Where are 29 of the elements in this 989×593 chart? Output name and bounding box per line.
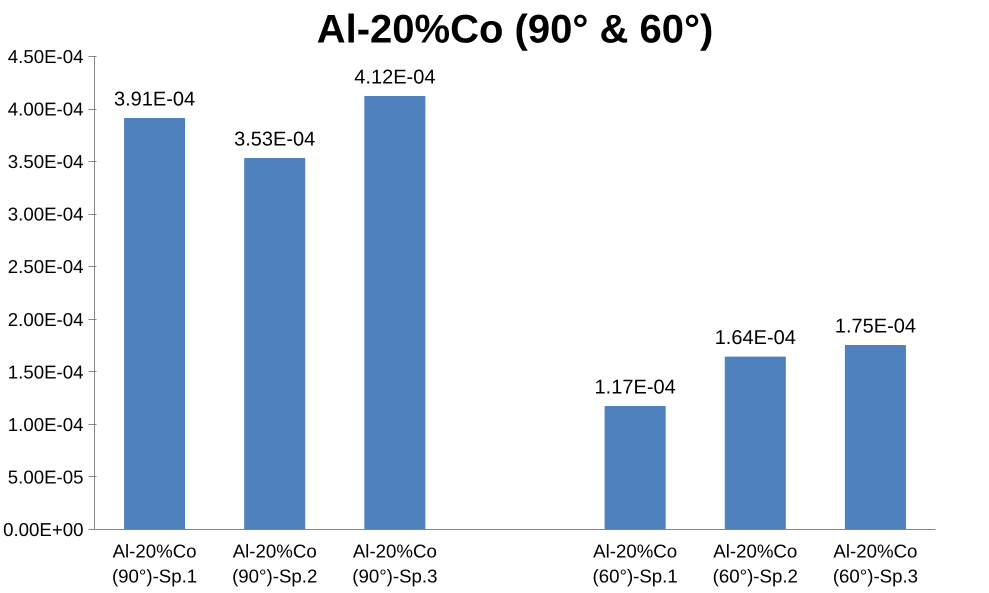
y-tick-label: 3.00E-04: [8, 204, 84, 225]
data-label: 3.53E-04: [234, 128, 316, 150]
y-tick-label: 2.00E-04: [8, 308, 84, 330]
y-tick-label: 4.00E-04: [8, 98, 84, 120]
x-tick-label: Al-20%Co (90°)-Sp.2: [232, 540, 318, 587]
y-tick-label: 4.50E-04: [8, 46, 84, 67]
data-label: 1.64E-04: [714, 327, 796, 350]
data-label: 1.75E-04: [834, 316, 916, 338]
data-label: 3.91E-04: [114, 88, 196, 111]
y-tick-label: 2.50E-04: [8, 256, 84, 278]
bar: [364, 96, 426, 530]
bar: [844, 345, 906, 530]
bar: [724, 356, 786, 530]
bar: [124, 118, 186, 530]
x-tick-label: Al-20%Co (60°)-Sp.3: [832, 540, 918, 587]
x-tick-label: Al-20%Co (60°)-Sp.2: [712, 540, 798, 587]
y-tick-label: 3.50E-04: [8, 151, 84, 172]
chart-title: Al-20%Co (90° & 60°): [316, 8, 714, 52]
y-tick-label: 5.00E-05: [8, 466, 84, 488]
x-tick-label: Al-20%Co (90°)-Sp.1: [112, 540, 198, 587]
data-label: 4.12E-04: [354, 66, 436, 88]
y-tick-label: 0.00E+00: [3, 519, 84, 540]
x-tick-label: Al-20%Co (60°)-Sp.1: [592, 540, 678, 587]
x-tick-label: Al-20%Co (90°)-Sp.3: [352, 540, 438, 587]
bar: [604, 406, 666, 530]
data-label: 1.17E-04: [594, 376, 676, 399]
bar: [244, 158, 306, 530]
y-tick-label: 1.00E-04: [8, 414, 84, 435]
y-tick-label: 1.50E-04: [8, 361, 84, 382]
